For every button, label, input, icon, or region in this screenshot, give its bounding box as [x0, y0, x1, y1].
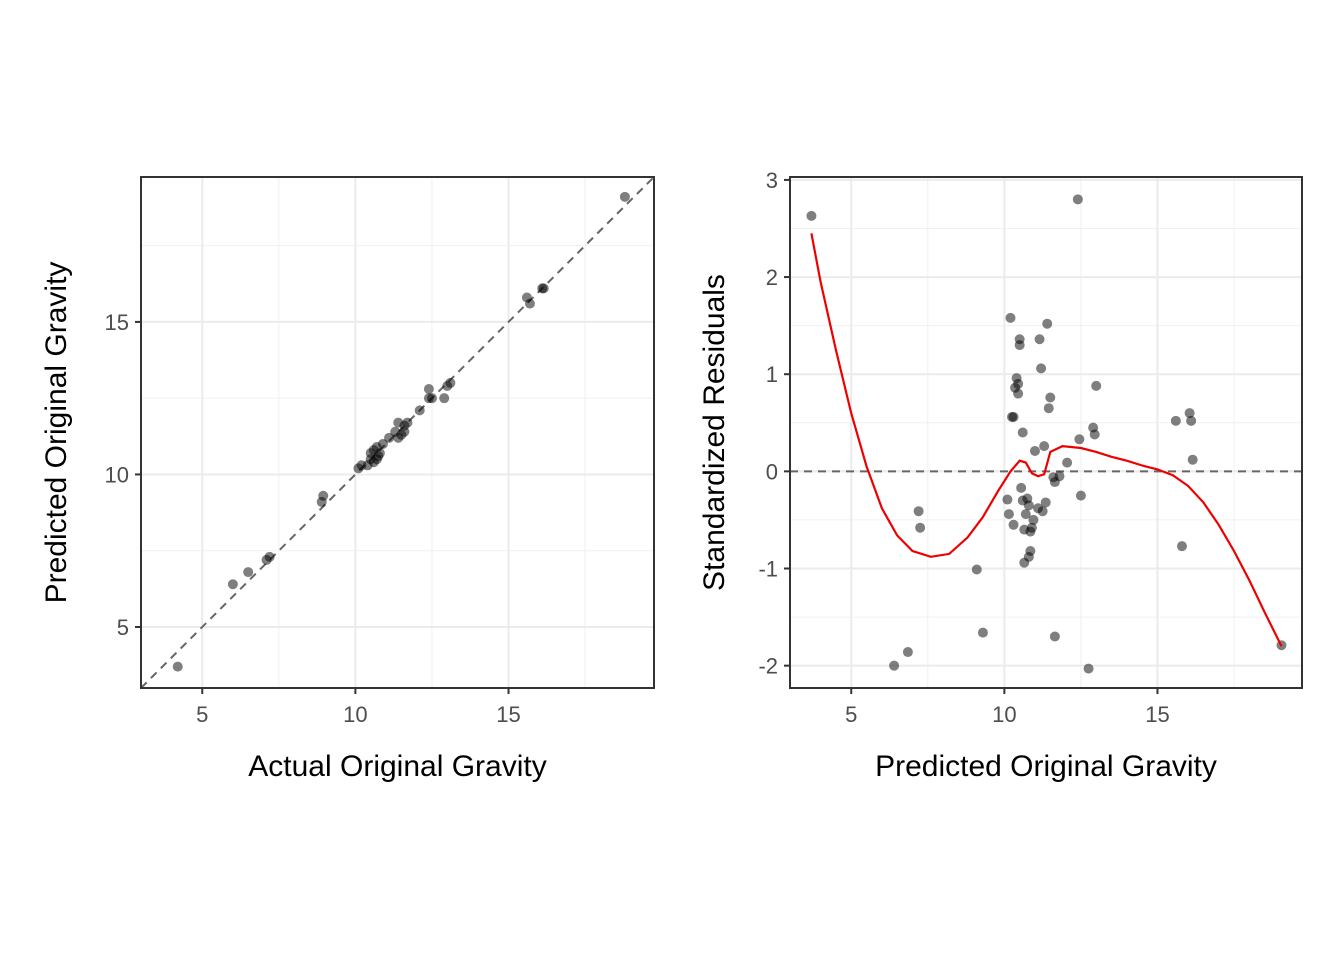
- data-point: [1083, 663, 1094, 674]
- data-point: [1025, 546, 1036, 557]
- data-point: [1037, 506, 1048, 517]
- data-point: [538, 283, 549, 294]
- data-point: [423, 384, 434, 395]
- data-point: [1045, 392, 1056, 403]
- data-point: [227, 579, 238, 590]
- data-point: [426, 393, 437, 404]
- data-points: [172, 191, 630, 672]
- data-point: [1042, 318, 1053, 329]
- axes: 5 10 15 5 10 15: [105, 310, 521, 727]
- axes: 5 10 15 -2 -1 0 1 2 3: [758, 168, 1169, 727]
- data-point: [1026, 522, 1037, 533]
- x-axis-title: Predicted Original Gravity: [875, 750, 1217, 783]
- data-point: [1028, 514, 1039, 525]
- data-point: [1008, 519, 1019, 530]
- data-point: [1013, 388, 1024, 399]
- data-point: [1074, 434, 1085, 445]
- data-point: [243, 567, 254, 578]
- data-point: [889, 660, 900, 671]
- x-tick-label: 10: [992, 702, 1016, 727]
- y-tick-label: 15: [105, 310, 129, 335]
- y-axis-title: Standardized Residuals: [698, 274, 731, 591]
- data-points: [806, 194, 1287, 674]
- y-tick-label: 2: [766, 265, 778, 290]
- data-point: [806, 210, 817, 221]
- data-point: [1023, 500, 1034, 511]
- data-point: [414, 405, 425, 416]
- data-point: [1043, 403, 1054, 414]
- data-point: [402, 417, 413, 428]
- y-tick-label: 5: [117, 615, 129, 640]
- data-point: [1054, 471, 1065, 482]
- data-point: [1017, 427, 1028, 438]
- data-point: [1014, 340, 1025, 351]
- data-point: [1016, 482, 1027, 493]
- plot-area: [790, 177, 1302, 688]
- data-point: [384, 432, 395, 443]
- data-point: [1089, 429, 1100, 440]
- data-point: [902, 647, 913, 658]
- data-point: [318, 490, 329, 501]
- data-point: [1005, 312, 1016, 323]
- panel-residuals: 5 10 15 -2 -1 0 1 2 3 Predicted Original Gravity…: [698, 168, 1303, 783]
- data-point: [439, 393, 450, 404]
- smooth-line: [810, 233, 1283, 647]
- reference-line-group: [140, 176, 655, 689]
- grid-lines: [141, 177, 654, 688]
- data-point: [971, 564, 982, 575]
- panel-border: [140, 176, 655, 689]
- smooth-line-group: [810, 233, 1283, 647]
- x-tick-label: 5: [196, 702, 208, 727]
- data-point: [374, 448, 385, 459]
- data-point: [1003, 509, 1014, 520]
- data-point: [1091, 380, 1102, 391]
- y-tick-label: -1: [758, 557, 778, 582]
- data-point: [1034, 334, 1045, 345]
- y-tick-label: 0: [766, 459, 778, 484]
- data-point: [1184, 408, 1195, 419]
- data-point: [1013, 378, 1024, 389]
- data-point: [1049, 631, 1060, 642]
- data-point: [172, 661, 183, 672]
- x-tick-label: 10: [343, 702, 367, 727]
- data-point: [1040, 497, 1051, 508]
- x-axis-title: Actual Original Gravity: [248, 750, 546, 783]
- y-tick-label: -2: [758, 654, 778, 679]
- data-point: [913, 506, 924, 517]
- y-tick-label: 1: [766, 362, 778, 387]
- y-tick-label: 3: [766, 168, 778, 193]
- data-point: [1039, 441, 1050, 452]
- y-axis-title: Predicted Original Gravity: [40, 262, 73, 604]
- reference-line: [140, 176, 655, 689]
- data-point: [1187, 454, 1198, 465]
- data-point: [1170, 415, 1181, 426]
- x-tick-label: 5: [845, 702, 857, 727]
- data-point: [1029, 445, 1040, 456]
- data-point: [524, 298, 535, 309]
- data-point: [915, 522, 926, 533]
- data-point: [1176, 541, 1187, 552]
- x-tick-label: 15: [1145, 702, 1169, 727]
- y-tick-label: 10: [105, 462, 129, 487]
- data-point: [1002, 494, 1013, 505]
- data-point: [1036, 363, 1047, 374]
- data-point: [1075, 490, 1086, 501]
- grid-lines: [790, 177, 1302, 688]
- x-tick-label: 15: [496, 702, 520, 727]
- data-point: [977, 627, 988, 638]
- data-point: [1186, 415, 1197, 426]
- panel-actual-vs-predicted: 5 10 15 5 10 15 Actual Original Gravity Predi…: [40, 176, 655, 783]
- data-point: [1072, 194, 1083, 205]
- data-point: [1062, 457, 1073, 468]
- data-point: [264, 551, 275, 562]
- data-point: [445, 377, 456, 388]
- data-point: [377, 438, 388, 449]
- data-point: [619, 191, 630, 202]
- panel-border: [789, 176, 1303, 689]
- data-point: [1008, 411, 1019, 422]
- data-point: [1020, 509, 1031, 520]
